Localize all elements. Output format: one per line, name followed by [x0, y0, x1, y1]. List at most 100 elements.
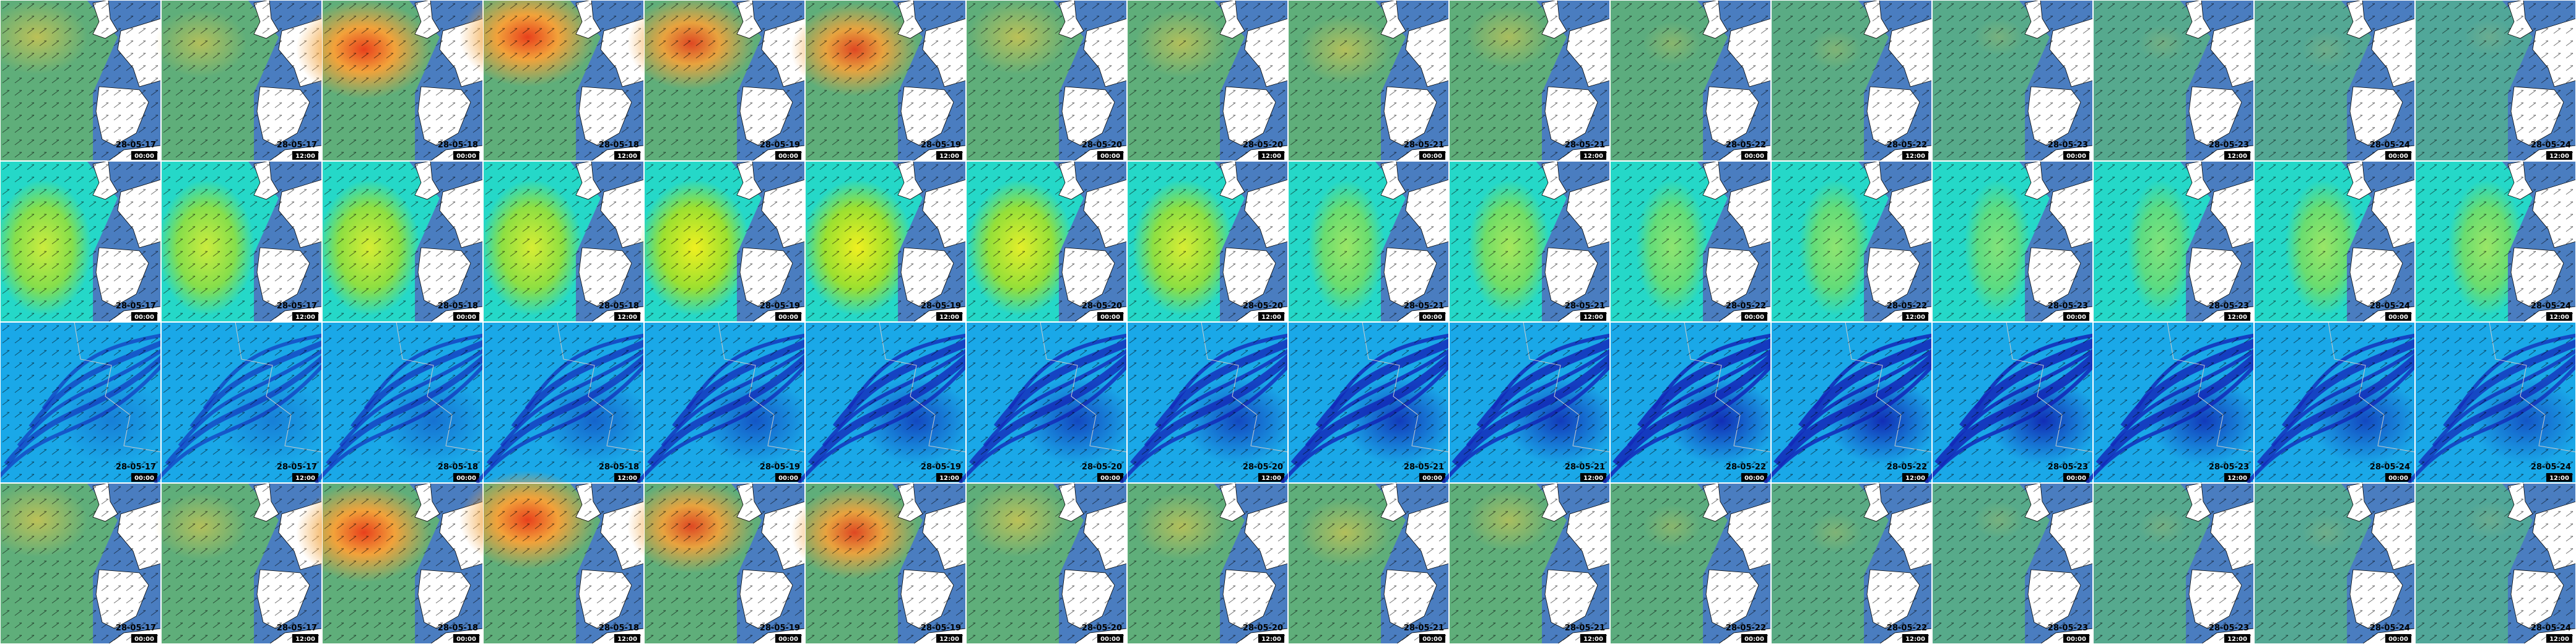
wind-arrows	[0, 322, 161, 483]
wind-arrows	[161, 161, 322, 322]
time-label: 00:00	[778, 636, 798, 643]
map-thumbnail: 28-05-22 00:00	[1610, 0, 1772, 162]
time-label: 12:00	[2227, 153, 2247, 160]
date-label: 28-05-17	[277, 624, 317, 633]
date-label: 28-05-22	[1726, 624, 1766, 633]
date-label: 28-05-19	[760, 302, 800, 311]
map-thumbnail: 28-05-20 00:00	[966, 160, 1128, 323]
time-label: 12:00	[295, 636, 315, 643]
wind-arrows	[1288, 161, 1449, 322]
time-label: 12:00	[617, 153, 637, 160]
date-label: 28-05-21	[1565, 302, 1605, 311]
date-label: 28-05-21	[1404, 463, 1444, 472]
time-label: 12:00	[1905, 475, 1925, 482]
time-label-box	[2385, 634, 2411, 643]
map-thumbnail: 28-05-18 00:00	[314, 321, 492, 484]
thumbnail-border	[1288, 322, 1449, 483]
date-label: 28-05-18	[438, 463, 478, 472]
time-label-box	[614, 151, 640, 160]
map-thumbnail: 28-05-19 12:00	[802, 160, 967, 323]
map-thumbnail: 28-05-21 00:00	[1288, 0, 1450, 162]
time-label: 00:00	[1100, 153, 1120, 160]
date-label: 28-05-20	[1082, 624, 1122, 633]
time-label: 00:00	[2066, 153, 2086, 160]
thumbnail-border	[966, 0, 1127, 161]
time-label-box	[1097, 312, 1123, 321]
map-thumbnail: 28-05-24 00:00	[2246, 321, 2424, 484]
map-thumbnail: 28-05-19 00:00	[639, 160, 806, 323]
time-label: 00:00	[1744, 153, 1764, 160]
thumbnail-border	[2093, 322, 2254, 483]
date-label: 28-05-24	[2531, 624, 2571, 633]
time-label: 00:00	[134, 636, 154, 643]
time-label: 00:00	[778, 153, 798, 160]
time-label-box	[2546, 312, 2572, 321]
time-label-box	[1741, 634, 1767, 643]
wind-arrows	[1610, 161, 1771, 322]
thumbnail-border	[2254, 322, 2415, 483]
thumbnail-border	[1610, 161, 1771, 322]
map-thumbnail: 28-05-19 00:00	[627, 480, 806, 644]
time-label: 12:00	[939, 314, 959, 321]
map-thumbnail: 28-05-20 12:00	[1119, 321, 1297, 484]
wind-arrows	[1932, 322, 2093, 483]
wind-arrows	[2093, 161, 2254, 322]
wind-arrows	[1127, 0, 1288, 161]
map-thumbnail: 28-05-17 00:00	[0, 321, 170, 483]
time-label-box	[614, 473, 640, 482]
time-label-box	[1419, 634, 1445, 643]
date-label: 28-05-23	[2048, 463, 2088, 472]
time-label-box	[2224, 151, 2250, 160]
time-label-box	[131, 473, 157, 482]
map-thumbnail: 28-05-18 12:00	[475, 321, 653, 484]
date-label: 28-05-23	[2209, 624, 2249, 633]
map-thumbnail: 28-05-19 12:00	[791, 482, 967, 644]
date-label: 28-05-19	[921, 302, 961, 311]
wind-arrows	[1288, 483, 1449, 644]
wind-arrows	[2254, 161, 2415, 322]
time-label-box	[1419, 312, 1445, 321]
wind-arrows	[0, 0, 161, 161]
time-label-box	[1580, 151, 1606, 160]
map-thumbnail: 28-05-22 12:00	[1763, 321, 1942, 484]
time-label-box	[936, 151, 962, 160]
map-thumbnail: 28-05-24 12:00	[2415, 482, 2576, 644]
date-label: 28-05-17	[116, 302, 156, 311]
date-label: 28-05-19	[760, 624, 800, 633]
time-label: 12:00	[1583, 475, 1603, 482]
time-label-box	[1097, 151, 1123, 160]
time-label: 00:00	[778, 475, 798, 482]
thumbnail-border	[1771, 161, 1932, 322]
date-label: 28-05-23	[2209, 302, 2249, 311]
wind-arrows	[322, 161, 483, 322]
time-label-box	[131, 634, 157, 643]
thumbnail-border	[966, 161, 1127, 322]
date-label: 28-05-17	[277, 302, 317, 311]
wind-arrows	[1127, 483, 1288, 644]
time-label: 12:00	[617, 475, 637, 482]
map-thumbnail: 28-05-24 00:00	[2254, 160, 2416, 323]
wind-arrows	[2093, 322, 2254, 483]
date-label: 28-05-19	[921, 463, 961, 472]
date-label: 28-05-21	[1565, 624, 1605, 633]
wind-arrows	[322, 322, 483, 483]
time-label: 12:00	[617, 314, 637, 321]
map-thumbnail: 28-05-20 12:00	[1127, 160, 1289, 323]
date-label: 28-05-19	[760, 463, 800, 472]
wind-arrows	[2415, 161, 2576, 322]
wind-arrows	[1610, 483, 1771, 644]
time-label: 00:00	[2066, 314, 2086, 321]
time-label: 00:00	[2388, 475, 2408, 482]
wind-arrows	[1288, 322, 1449, 483]
time-label-box	[1580, 473, 1606, 482]
time-label-box	[1258, 473, 1284, 482]
wind-arrows	[1449, 483, 1610, 644]
date-label: 28-05-22	[1887, 141, 1927, 150]
time-label-box	[1419, 151, 1445, 160]
time-label: 00:00	[1422, 314, 1442, 321]
time-label: 12:00	[295, 314, 315, 321]
date-label: 28-05-20	[1243, 302, 1283, 311]
thumbnail-border	[1288, 161, 1449, 322]
